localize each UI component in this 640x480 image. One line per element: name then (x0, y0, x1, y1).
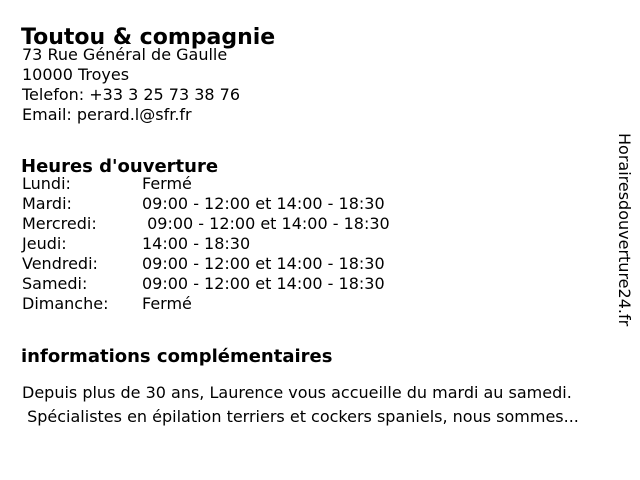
day-label: Mardi: (22, 194, 72, 213)
hours-row-monday: Lundi: Fermé (22, 174, 390, 194)
site-watermark: Horairesdouverture24.fr (615, 133, 634, 327)
business-name: Toutou & compagnie (21, 24, 276, 50)
hours-row-thursday: Jeudi: 14:00 - 18:30 (22, 234, 390, 254)
additional-info-text: Depuis plus de 30 ans, Laurence vous acc… (22, 383, 579, 426)
additional-info-heading: informations complémentaires (21, 345, 333, 367)
day-times: 09:00 - 12:00 et 14:00 - 18:30 (142, 254, 385, 273)
hours-row-sunday: Dimanche: Fermé (22, 294, 390, 314)
day-times: 09:00 - 12:00 et 14:00 - 18:30 (142, 274, 385, 293)
day-times: 09:00 - 12:00 et 14:00 - 18:30 (142, 214, 390, 233)
email-line: Email: perard.l@sfr.fr (22, 105, 192, 124)
address-line-street: 73 Rue Général de Gaulle (22, 45, 228, 64)
hours-row-wednesday: Mercredi: 09:00 - 12:00 et 14:00 - 18:30 (22, 214, 390, 234)
hours-row-saturday: Samedi: 09:00 - 12:00 et 14:00 - 18:30 (22, 274, 390, 294)
day-times: 14:00 - 18:30 (142, 234, 251, 253)
day-times: 09:00 - 12:00 et 14:00 - 18:30 (142, 194, 385, 213)
hours-row-friday: Vendredi: 09:00 - 12:00 et 14:00 - 18:30 (22, 254, 390, 274)
day-label: Samedi: (22, 274, 88, 293)
hours-heading: Heures d'ouverture (21, 155, 219, 177)
day-label: Mercredi: (22, 214, 97, 233)
day-label: Jeudi: (22, 234, 67, 253)
hours-row-tuesday: Mardi: 09:00 - 12:00 et 14:00 - 18:30 (22, 194, 390, 214)
phone-line: Telefon: +33 3 25 73 38 76 (22, 85, 241, 104)
address-line-city: 10000 Troyes (22, 65, 130, 84)
day-label: Dimanche: (22, 294, 109, 313)
day-times: Fermé (142, 294, 192, 313)
contact-block: 73 Rue Général de Gaulle 10000 Troyes Te… (22, 45, 240, 125)
hours-table: Lundi: Fermé Mardi: 09:00 - 12:00 et 14:… (22, 174, 390, 314)
day-times: Fermé (142, 174, 192, 193)
day-label: Lundi: (22, 174, 71, 193)
day-label: Vendredi: (22, 254, 98, 273)
